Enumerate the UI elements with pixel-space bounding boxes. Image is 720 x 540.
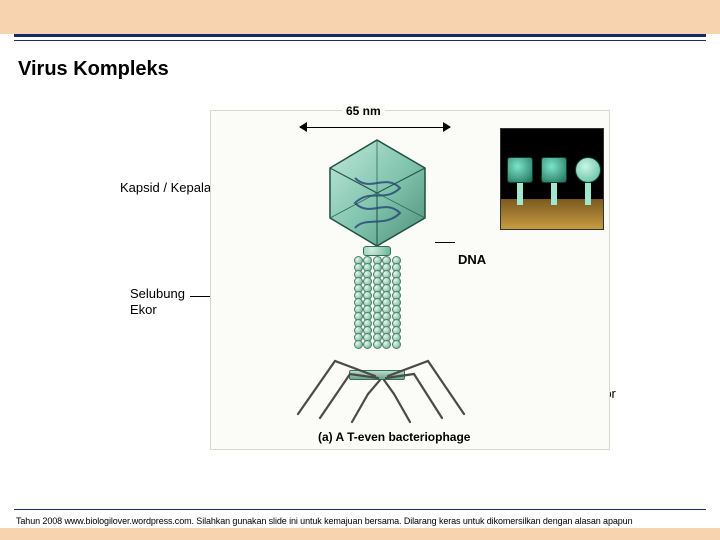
label-head: Kapsid / Kepala [120, 180, 211, 195]
label-tail-sheath-l2: Ekor [130, 302, 157, 317]
sheath-bead [373, 340, 382, 349]
slide: Virus Kompleks Kapsid / Kepala Selubung … [0, 0, 720, 540]
sheath-row [351, 340, 403, 349]
sheath-bead [382, 340, 391, 349]
figure-panel: 65 nm DNA [210, 110, 610, 450]
tail-sheath [351, 258, 403, 349]
sheath-bead [354, 340, 363, 349]
slide-title: Virus Kompleks [18, 58, 169, 81]
top-accent-band [0, 0, 720, 34]
tail-fibers [280, 356, 480, 426]
rule-bottom [14, 509, 706, 510]
label-dna: DNA [458, 252, 486, 267]
label-tail-sheath-l1: Selubung [130, 286, 185, 301]
bottom-accent-band [0, 528, 720, 540]
sheath-bead [363, 340, 372, 349]
sheath-bead [392, 340, 401, 349]
figure-caption: (a) A T-even bacteriophage [318, 430, 470, 444]
collar [363, 246, 391, 256]
lead-dna [435, 242, 455, 243]
capsid-head [325, 138, 430, 248]
rule-top-thick [14, 34, 706, 37]
footer-text: Tahun 2008 www.biologilover.wordpress.co… [16, 516, 632, 526]
rule-top-thin [14, 40, 706, 41]
scale-bar-label: 65 nm [342, 104, 385, 118]
micrograph-thumb [500, 128, 604, 230]
scale-bar [300, 120, 450, 134]
